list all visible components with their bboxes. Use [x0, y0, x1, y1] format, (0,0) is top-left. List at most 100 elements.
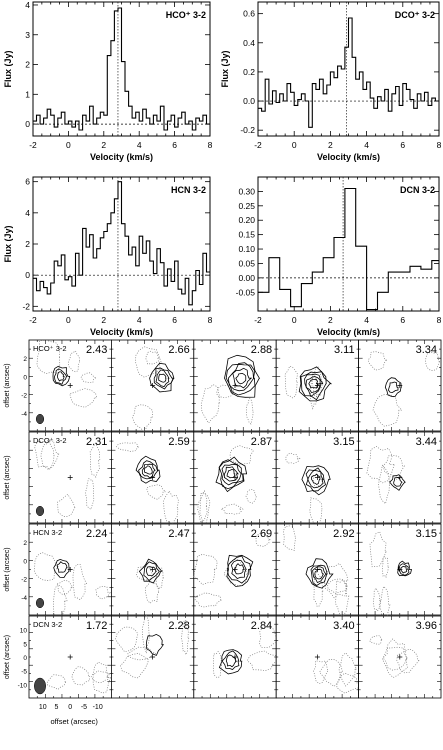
emission-contour [54, 368, 68, 385]
center-cross [397, 654, 403, 660]
y-tick-label: -0.2 [240, 125, 255, 135]
y-tick-label: 0.25 [238, 201, 255, 211]
channel-velocity-label: 2.87 [251, 436, 272, 448]
emission-contour [135, 455, 161, 484]
emission-contour [232, 367, 253, 389]
center-cross [150, 567, 156, 572]
center-cross [67, 654, 73, 660]
x-tick-label: 0 [292, 140, 297, 150]
emission-contour [389, 474, 406, 491]
channel-map-panel: 2.87 [193, 431, 277, 526]
noise-contour [36, 339, 61, 375]
emission-contour [146, 566, 157, 577]
emission-contour [153, 367, 174, 390]
map-y-tick-label: -5 [21, 669, 27, 676]
molecule-label: DCN 3-2 [33, 620, 62, 629]
beam-ellipse [35, 505, 45, 517]
spectrum-panel: -2 0 2 4 6 8 0 1 2 3 4 HCO⁺ 3-2 Velocity (km/s) Flux … [3, 0, 213, 162]
center-cross [232, 383, 238, 388]
x-axis-label: Velocity (km/s) [317, 152, 380, 162]
map-y-tick-label: -10 [18, 682, 28, 689]
emission-contour [227, 362, 255, 392]
y-tick-label: 3 [25, 30, 30, 40]
noise-contour [284, 365, 298, 399]
y-tick-label: 6 [25, 177, 30, 187]
spectrum-line [258, 17, 439, 128]
center-cross [314, 654, 320, 660]
noise-contour [68, 350, 81, 373]
noise-contour [34, 552, 59, 581]
emission-contour [305, 467, 326, 492]
emission-contour [56, 561, 68, 573]
y-tick-label: 0.20 [238, 215, 255, 225]
noise-contour [163, 490, 179, 525]
y-tick-label: 0.10 [238, 244, 255, 254]
plot-frame [257, 176, 440, 312]
noise-contour [335, 579, 350, 617]
x-tick-label: -2 [29, 315, 37, 325]
map-x-axis-label: offset (arcsec) [51, 717, 99, 726]
y-axis-label: Flux (Jy) [3, 225, 13, 262]
noise-contour [155, 567, 164, 590]
center-cross [67, 567, 73, 572]
noise-contour [90, 670, 111, 683]
x-tick-label: 2 [328, 140, 333, 150]
map-x-tick-label: 10 [39, 704, 47, 711]
noise-contour [369, 635, 384, 645]
y-tick-label: 0.15 [238, 230, 255, 240]
emission-contour [138, 558, 163, 584]
channel-map-panel: 3.11 [275, 339, 360, 432]
map-y-tick-label: 2 [23, 540, 27, 547]
noise-contour [220, 503, 244, 515]
emission-contour [225, 654, 238, 668]
spectrum-panel: -2 0 2 4 6 8 -0.2 0.0 0.2 0.4 0.6 DCO⁺ 3-2 Velocity … [220, 1, 442, 162]
x-tick-label: 0 [66, 140, 71, 150]
y-tick-label: 0.4 [243, 38, 255, 48]
noise-contour [245, 489, 257, 504]
panel-title: DCN 3-2 [400, 185, 435, 195]
map-y-axis-label: offset (arcsec) [4, 455, 11, 499]
channel-map-panel: 2.69 [193, 523, 277, 616]
noise-contour [309, 497, 323, 525]
map-y-axis-label: offset (arcsec) [4, 547, 11, 591]
y-tick-label: 0.6 [243, 9, 255, 19]
channel-map-panel: 3.15 [275, 431, 360, 525]
noise-contour [145, 350, 160, 365]
emission-contour [226, 554, 254, 587]
noise-contour [367, 351, 388, 371]
emission-contour [145, 633, 165, 656]
emission-contour [235, 373, 247, 385]
noise-contour [382, 638, 408, 678]
noise-contour [378, 585, 391, 623]
y-tick-label: 4 [25, 208, 30, 218]
channel-map-panel: 2.92 [275, 523, 360, 617]
x-tick-label: 4 [137, 140, 142, 150]
map-y-tick-label: 0 [23, 374, 27, 381]
channel-map-grid: 2.43 HCO⁺ 3-2 2.66 2.88 3.11 3.34 2 0 -2 -4 offset… [4, 339, 442, 726]
emission-contour [143, 561, 161, 582]
map-x-tick-label: 5 [55, 704, 59, 711]
y-tick-label: -2 [22, 301, 30, 311]
emission-contour [226, 469, 236, 479]
noise-contour [181, 620, 190, 656]
channel-velocity-label: 2.92 [333, 528, 354, 540]
center-cross [67, 475, 73, 480]
spectrum-panel: -2 0 2 4 6 8 -2 0 2 4 6 HCN 3-2 Velocity (km/s) Flux … [3, 176, 213, 337]
center-cross [232, 475, 238, 480]
channel-map-panel: 3.34 [358, 339, 442, 432]
channel-velocity-label: 3.15 [333, 436, 354, 448]
x-axis-label: Velocity (km/s) [90, 152, 153, 162]
x-tick-label: 8 [437, 140, 442, 150]
emission-contour [218, 649, 243, 675]
noise-contour [197, 493, 211, 526]
emission-contour [149, 362, 175, 393]
spectra-panels: -2 0 2 4 6 8 0 1 2 3 4 HCO⁺ 3-2 Velocity (km/s) Flux … [3, 0, 442, 337]
noise-contour [115, 442, 140, 452]
spectrum-line [33, 7, 210, 131]
channel-velocity-label: 2.69 [251, 528, 272, 540]
noise-contour [132, 404, 153, 433]
emission-contour [215, 456, 248, 493]
emission-contour [230, 559, 247, 579]
molecule-label: HCO⁺ 3-2 [33, 344, 67, 353]
emission-contour [298, 366, 333, 402]
